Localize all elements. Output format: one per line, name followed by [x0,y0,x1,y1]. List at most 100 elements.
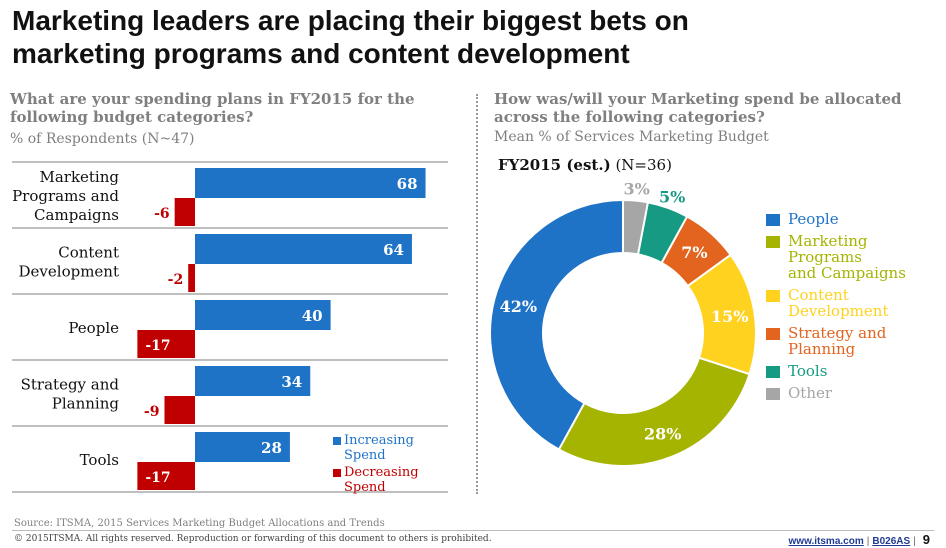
category-label-line: Content [58,244,119,262]
decrease-bar [188,264,195,292]
donut-legend-label: Other [788,385,832,401]
source-note: Source: ITSMA, 2015 Services Marketing B… [14,518,385,529]
donut-legend-swatch [766,290,780,302]
donut-legend-label-line: People [788,210,839,228]
left-subtitle: % of Respondents (N~47) [10,131,195,147]
category-label-line: People [68,319,119,337]
decrease-bar [164,396,195,424]
donut-slice-value-label: 15% [711,307,748,326]
category-label-line: Strategy and [21,376,120,394]
donut-legend-label: People [788,211,839,227]
donut-legend-item: Tools [766,363,946,379]
document-code: B026AS [872,536,911,547]
left-question: What are your spending plans in FY2015 f… [10,90,415,126]
increase-bar-value-label: 34 [281,373,302,391]
category-label: Content Development [19,244,119,281]
footer-separator-2: | [913,536,916,547]
right-question: How was/will your Marketing spend be all… [494,90,902,126]
increase-bar [195,234,412,264]
legend-label-increasing: Increasing Spend [344,433,414,463]
donut-slice-value-label: 28% [644,424,681,443]
donut-period-n: (N=36) [610,156,672,174]
decrease-bar-value-label: -6 [154,206,170,222]
donut-legend-label: Content Development [788,287,888,319]
decrease-bar [137,330,195,358]
donut-legend-swatch [766,388,780,400]
increase-bar-value-label: 28 [261,439,282,457]
legend-label-increasing-line-2: Spend [344,448,386,463]
increase-bar [195,168,426,198]
donut-legend-label-line: Tools [788,362,828,380]
donut-legend-label-line: Content [788,286,849,304]
donut-legend-label-line: Strategy and [788,324,887,342]
right-question-line-2: across the following categories? [494,108,765,126]
legend-item-decreasing: Decreasing Spend [333,465,419,495]
category-label-line: Marketing [39,168,119,186]
donut-legend-swatch [766,328,780,340]
donut-legend-label-line: Development [788,302,889,320]
category-label-line: Campaigns [34,206,119,224]
legend-label-increasing-line-1: Increasing [344,433,414,448]
increase-bar-value-label: 40 [302,307,323,325]
legend-item-increasing: Increasing Spend [333,433,419,463]
footer-rule [12,530,934,531]
bar-chart-svg: Marketing Programs and Campaigns 68 -6 Conten… [12,161,448,493]
donut-legend-item: People [766,211,946,227]
category-label: Marketing Programs and Campaigns [12,168,119,224]
category-label-line: Development [19,263,119,281]
increase-bar [195,432,290,462]
donut-slice [686,253,757,376]
increase-bar [195,366,311,396]
website-link[interactable]: www.itsma.com [788,536,864,547]
decrease-bar-value-label: -17 [145,470,170,486]
category-label-line: Tools [80,451,119,469]
decrease-bar-value-label: -2 [168,272,184,288]
page-title-line-2: marketing programs and content developme… [12,38,630,69]
category-label-line: Programs and [12,187,119,205]
spending-plans-bar-chart: Marketing Programs and Campaigns 68 -6 Conten… [0,155,470,495]
copyright-notice: © 2015ITSMA. All rights reserved. Reprod… [14,534,492,544]
page-title: Marketing leaders are placing their bigg… [12,4,912,70]
decrease-bar-value-label: -9 [144,404,160,420]
donut-legend-label-line: Planning [788,340,856,358]
legend-label-decreasing-line-1: Decreasing [344,465,419,480]
donut-legend-label: Tools [788,363,827,379]
donut-slice [622,198,650,256]
budget-allocation-donut-chart: 42% 28% 15% 7% 5% 3% [489,180,757,467]
donut-slice-value-label: 7% [681,243,707,262]
donut-period-label: FY2015 (est.) (N=36) [498,156,672,174]
legend-swatch-increasing [333,437,341,445]
donut-legend-label-line: and Campaigns [788,264,906,282]
left-question-line-1: What are your spending plans in FY2015 f… [10,90,415,108]
donut-slice [636,201,689,265]
increase-bar [195,300,331,330]
decrease-bar [174,198,195,226]
decrease-bar-value-label: -17 [145,338,170,354]
right-question-line-1: How was/will your Marketing spend be all… [494,90,902,108]
donut-legend-item: Other [766,385,946,401]
increase-bar-value-label: 68 [397,175,418,193]
donut-legend-swatch [766,214,780,226]
donut-legend-item: Strategy and Planning [766,325,946,357]
donut-legend-swatch [766,366,780,378]
donut-slice [489,198,624,451]
category-label: People [68,319,119,337]
donut-period-bold: FY2015 (est.) [498,156,611,174]
category-label: Strategy and Planning [21,376,120,413]
category-label-line: Planning [52,395,120,413]
donut-slice [557,356,751,467]
page-title-line-1: Marketing leaders are placing their bigg… [12,5,689,36]
right-subtitle: Mean % of Services Marketing Budget [494,129,769,145]
footer-right: www.itsma.com | B026AS | 9 [789,532,930,547]
donut-legend-item: Marketing Programs and Campaigns [766,233,946,281]
donut-slice-value-label: 5% [659,188,685,207]
donut-slice [660,215,732,288]
legend-label-decreasing: Decreasing Spend [344,465,419,495]
donut-legend-label: Marketing Programs and Campaigns [788,233,946,281]
donut-legend: People Marketing Programs and Campaigns Con… [766,211,946,407]
donut-legend-swatch [766,236,780,248]
category-label: Tools [80,451,119,469]
section-divider [476,94,478,494]
donut-slice-value-label: 3% [623,180,649,199]
legend-label-decreasing-line-2: Spend [344,480,386,495]
